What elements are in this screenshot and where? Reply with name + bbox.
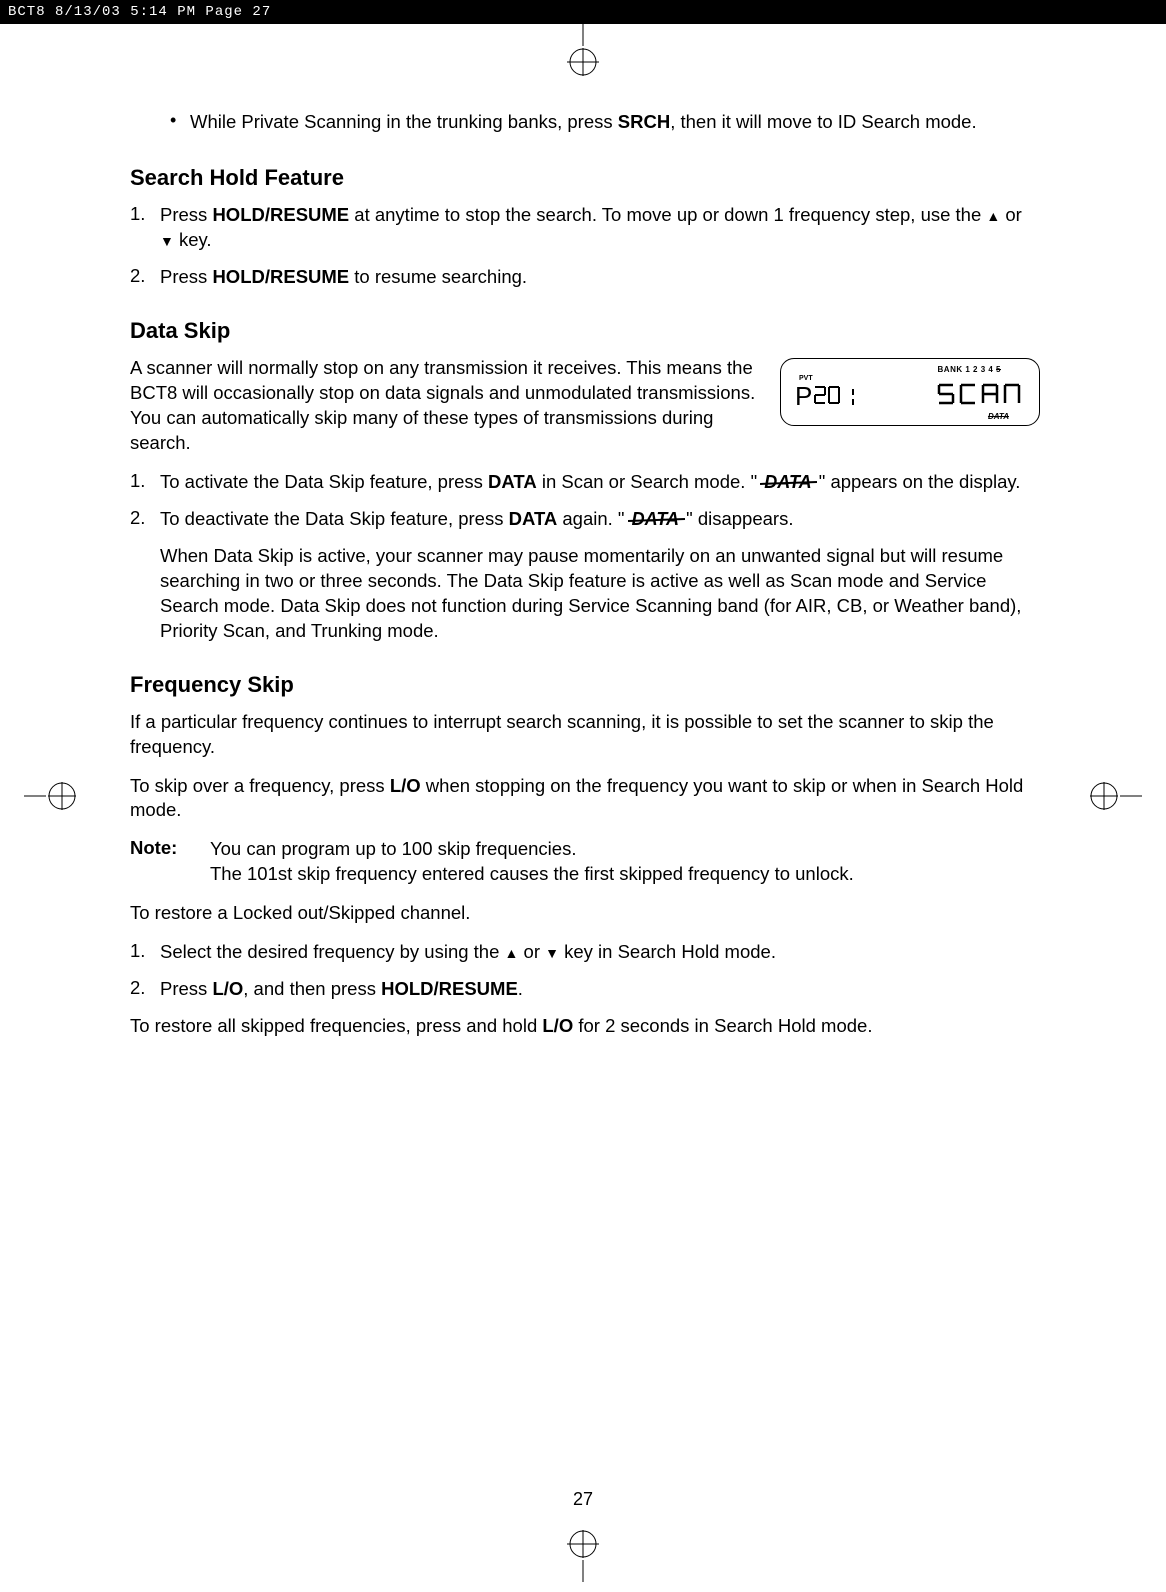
numbered-item: 1. Select the desired frequency by using… [130, 940, 1040, 965]
page-number: 27 [573, 1489, 593, 1510]
text: Select the desired frequency by using th… [160, 941, 505, 962]
text-strike: 5 [996, 365, 1001, 374]
up-arrow-icon [505, 941, 519, 962]
text: While Private Scanning in the trunking b… [190, 111, 618, 132]
text: To deactivate the Data Skip feature, pre… [160, 508, 509, 529]
item-text: Press L/O, and then press HOLD/RESUME. [160, 977, 1040, 1002]
text: To restore all skipped frequencies, pres… [130, 1015, 542, 1036]
paragraph: A scanner will normally stop on any tran… [130, 356, 760, 456]
paragraph: If a particular frequency continues to i… [130, 710, 1040, 760]
text-bold: L/O [390, 775, 421, 796]
text: , and then press [243, 978, 381, 999]
text: To activate the Data Skip feature, press [160, 471, 488, 492]
text: Press [160, 266, 212, 287]
text: to resume searching. [349, 266, 527, 287]
crop-mark-bottom [553, 1522, 613, 1582]
lcd-left-segments: P [795, 381, 865, 411]
data-strike-icon: DATA [630, 507, 681, 531]
text: at anytime to stop the search. To move u… [349, 204, 986, 225]
svg-text:P: P [795, 381, 812, 411]
text: To skip over a frequency, press [130, 775, 390, 796]
lcd-bank-label: BANK 1 2 3 4 5 [938, 365, 1001, 374]
text: for 2 seconds in Search Hold mode. [573, 1015, 872, 1036]
file-header: BCT8 8/13/03 5:14 PM Page 27 [0, 0, 1166, 24]
item-number: 2. [130, 265, 160, 290]
text-bold: HOLD/RESUME [212, 266, 349, 287]
text: " disappears. [681, 508, 794, 529]
text: , then it will move to ID Search mode. [670, 111, 976, 132]
item-text: To deactivate the Data Skip feature, pre… [160, 507, 1040, 532]
item-number: 2. [130, 977, 160, 1002]
numbered-item: 2. To deactivate the Data Skip feature, … [130, 507, 1040, 532]
item-number: 2. [130, 507, 160, 532]
item-text: Press HOLD/RESUME at anytime to stop the… [160, 203, 1040, 253]
text: BANK 1 2 3 4 [938, 365, 997, 374]
text-bold: DATA [488, 471, 537, 492]
crop-mark-right [1082, 766, 1142, 826]
numbered-item: 2. Press HOLD/RESUME to resume searching… [130, 265, 1040, 290]
paragraph: To skip over a frequency, press L/O when… [130, 774, 1040, 824]
numbered-item: 1. Press HOLD/RESUME at anytime to stop … [130, 203, 1040, 253]
seven-seg-icon: P [795, 381, 865, 411]
paragraph-with-figure: A scanner will normally stop on any tran… [130, 356, 1040, 470]
text-bold: HOLD/RESUME [381, 978, 518, 999]
text: Press [160, 978, 212, 999]
lcd-display-figure: BANK 1 2 3 4 5 PVT P [780, 358, 1040, 426]
text: or [518, 941, 545, 962]
crop-mark-top [553, 24, 613, 84]
paragraph: To restore a Locked out/Skipped channel. [130, 901, 1040, 926]
data-strike-icon: DATA [762, 470, 813, 494]
item-number: 1. [130, 470, 160, 495]
text: . [518, 978, 523, 999]
seven-seg-icon [937, 381, 1027, 411]
text: in Scan or Search mode. " [537, 471, 763, 492]
item-text: Select the desired frequency by using th… [160, 940, 1040, 965]
note-block: Note: You can program up to 100 skip fre… [130, 837, 1040, 887]
note-label: Note: [130, 837, 210, 887]
text-bold: L/O [542, 1015, 573, 1036]
text: " appears on the display. [814, 471, 1021, 492]
text: or [1000, 204, 1022, 225]
item-number: 1. [130, 203, 160, 253]
paragraph: To restore all skipped frequencies, pres… [130, 1014, 1040, 1039]
item-number: 1. [130, 940, 160, 965]
lcd-main-row: P [795, 381, 1027, 411]
text-bold: DATA [509, 508, 558, 529]
page-content: • While Private Scanning in the trunking… [130, 110, 1040, 1053]
bullet-item: • While Private Scanning in the trunking… [170, 110, 1040, 135]
lcd-data-label: DATA [988, 412, 1009, 421]
numbered-item: 2. Press L/O, and then press HOLD/RESUME… [130, 977, 1040, 1002]
text-bold: HOLD/RESUME [212, 204, 349, 225]
text: Press [160, 204, 212, 225]
bullet-icon: • [170, 110, 190, 135]
text: key. [174, 229, 212, 250]
note-text: You can program up to 100 skip frequenci… [210, 837, 1040, 887]
lcd-right-segments [937, 381, 1027, 411]
down-arrow-icon [545, 941, 559, 962]
section-heading: Search Hold Feature [130, 165, 1040, 191]
indented-paragraph: When Data Skip is active, your scanner m… [160, 544, 1040, 644]
numbered-item: 1. To activate the Data Skip feature, pr… [130, 470, 1040, 495]
bullet-text: While Private Scanning in the trunking b… [190, 110, 1040, 135]
text-bold: SRCH [618, 111, 670, 132]
item-text: Press HOLD/RESUME to resume searching. [160, 265, 1040, 290]
text: Note [130, 837, 171, 858]
crop-mark-left [24, 766, 84, 826]
item-text: To activate the Data Skip feature, press… [160, 470, 1040, 495]
section-heading: Frequency Skip [130, 672, 1040, 698]
down-arrow-icon [160, 229, 174, 250]
text: key in Search Hold mode. [559, 941, 776, 962]
section-heading: Data Skip [130, 318, 1040, 344]
text: again. " [557, 508, 629, 529]
text: The 101st skip frequency entered causes … [210, 863, 854, 884]
text: You can program up to 100 skip frequenci… [210, 838, 576, 859]
up-arrow-icon [986, 204, 1000, 225]
text-bold: L/O [212, 978, 243, 999]
